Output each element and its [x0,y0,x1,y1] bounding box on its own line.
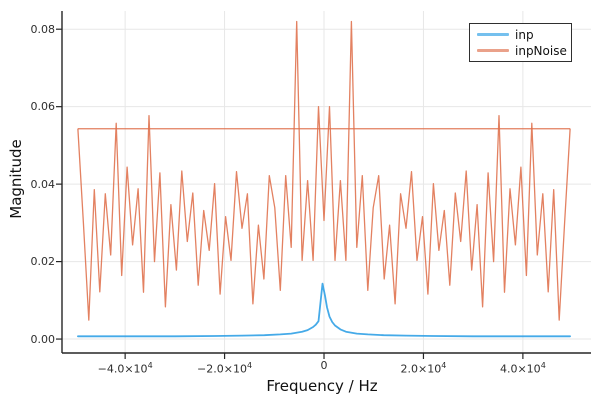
legend-label-inpnoise: inpNoise [515,43,567,58]
legend-entry-inp: inp [477,28,571,41]
legend-entry-inpnoise: inpNoise [477,44,571,57]
y-axis-title: Magnitude [7,139,25,219]
y-tick-label: 0.00 [30,332,56,346]
y-tick-label: 0.04 [30,177,56,191]
series-inp-path [77,282,571,338]
legend-label-inp: inp [515,27,534,42]
inpnoise-line-sample-icon [477,49,509,52]
y-tick-label: 0.02 [30,255,56,269]
x-tick-label: 0 [320,359,328,372]
x-axis-title: Frequency / Hz [266,377,378,395]
series-inpNoise-path [77,20,571,321]
x-tick-label: 2.0×104 [400,361,447,376]
x-tick-label: 4.0×104 [499,361,546,376]
legend: inp inpNoise [469,23,572,62]
inp-line-sample-icon [477,33,509,36]
y-tick-label: 0.08 [30,22,56,36]
x-tick-label: −2.0×104 [197,361,253,376]
y-tick-label: 0.06 [30,100,56,114]
x-tick-label: −4.0×104 [97,361,153,376]
